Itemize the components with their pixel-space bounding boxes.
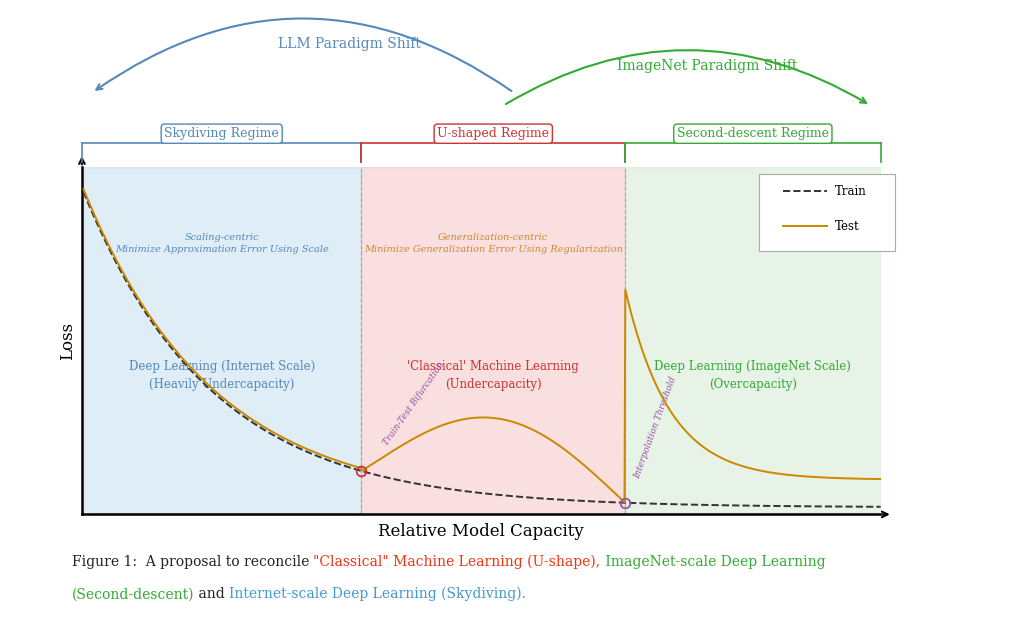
Y-axis label: Loss: Loss bbox=[59, 322, 77, 360]
Text: Train-Test Bifurcation: Train-Test Bifurcation bbox=[382, 360, 445, 447]
Text: U-shaped Regime: U-shaped Regime bbox=[437, 127, 549, 140]
Text: Scaling-centric
Minimize Approximation Error Using Scale: Scaling-centric Minimize Approximation E… bbox=[115, 233, 329, 254]
FancyBboxPatch shape bbox=[759, 174, 895, 251]
Text: 'Classical' Machine Learning
(Undercapacity): 'Classical' Machine Learning (Undercapac… bbox=[408, 360, 580, 391]
Text: (Second-descent): (Second-descent) bbox=[72, 587, 195, 601]
Text: Deep Learning (ImageNet Scale)
(Overcapacity): Deep Learning (ImageNet Scale) (Overcapa… bbox=[654, 360, 851, 391]
Text: Train: Train bbox=[836, 185, 867, 198]
Bar bbox=[82, 167, 361, 514]
Text: Deep Learning (Internet Scale)
(Heavily Undercapacity): Deep Learning (Internet Scale) (Heavily … bbox=[129, 360, 314, 391]
Text: Internet-scale Deep Learning (Skydiving).: Internet-scale Deep Learning (Skydiving)… bbox=[229, 587, 526, 601]
Text: Skydiving Regime: Skydiving Regime bbox=[164, 127, 280, 140]
Text: Generalization-centric
Minimize Generalization Error Using Regularization: Generalization-centric Minimize Generali… bbox=[364, 233, 623, 254]
Bar bbox=[625, 167, 881, 514]
Text: and: and bbox=[195, 587, 229, 601]
Text: ImageNet-scale Deep Learning: ImageNet-scale Deep Learning bbox=[600, 555, 825, 569]
Text: "Classical" Machine Learning (U-shape),: "Classical" Machine Learning (U-shape), bbox=[313, 555, 600, 569]
Text: Interpolation Threshold: Interpolation Threshold bbox=[633, 375, 679, 480]
Text: Figure 1:  A proposal to reconcile: Figure 1: A proposal to reconcile bbox=[72, 555, 313, 569]
Text: ImageNet Paradigm Shift: ImageNet Paradigm Shift bbox=[617, 59, 798, 73]
X-axis label: Relative Model Capacity: Relative Model Capacity bbox=[379, 523, 584, 539]
Text: LLM Paradigm Shift: LLM Paradigm Shift bbox=[278, 37, 421, 51]
Text: Test: Test bbox=[836, 220, 860, 233]
Text: Second-descent Regime: Second-descent Regime bbox=[677, 127, 828, 140]
Bar bbox=[361, 167, 625, 514]
